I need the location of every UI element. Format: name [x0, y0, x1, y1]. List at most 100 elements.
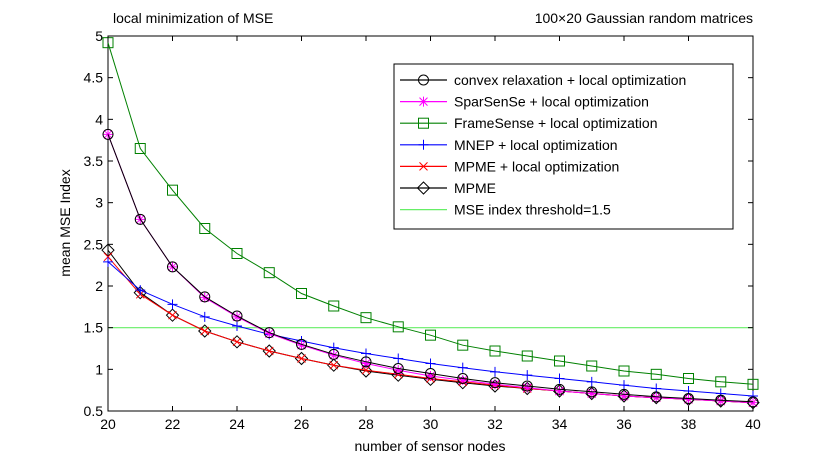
data-point: [232, 321, 242, 331]
data-point: [619, 380, 629, 391]
series-line: [107, 42, 754, 385]
data-point: [618, 365, 630, 377]
y-tick-label: 3: [95, 195, 103, 211]
legend-marker: [419, 162, 428, 171]
legend-label: MSE index threshold=1.5: [454, 202, 611, 218]
data-point: [392, 321, 404, 333]
axes-group: 20 22 24 26 28 30 32 34 36 38 40 0.5 1 1.5 2 2.5 3 3.5 4 4.…: [84, 28, 761, 432]
y-tick-label: 2.5: [84, 236, 104, 252]
data-point: [522, 382, 533, 393]
y-tick-label: 5: [95, 28, 103, 44]
y-tick-label: 3.5: [84, 153, 104, 169]
data-point: [457, 373, 469, 384]
data-point: [232, 337, 242, 347]
x-tick-label: 34: [552, 416, 568, 432]
legend: convex relaxation + local optimization Sp…: [393, 63, 734, 230]
data-point: [199, 291, 211, 303]
data-point: [489, 345, 501, 357]
data-point: [683, 394, 694, 405]
data-point: [521, 380, 533, 392]
legend-marker: [416, 181, 431, 195]
data-point: [586, 388, 597, 399]
data-point: [586, 386, 598, 398]
data-point: [199, 311, 210, 322]
data-point: [425, 358, 436, 369]
x-tick-label: 28: [358, 416, 374, 432]
data-point: [328, 348, 340, 360]
data-point: [683, 393, 694, 404]
x-tick-label: 22: [165, 416, 181, 432]
data-point: [135, 285, 146, 296]
data-point: [264, 346, 274, 356]
data-point: [360, 356, 372, 368]
data-point: [715, 376, 727, 388]
data-point: [619, 391, 629, 401]
legend-box: [393, 63, 734, 230]
data-point: [361, 365, 371, 375]
data-point: [327, 358, 341, 372]
data-point: [650, 391, 662, 403]
data-point: [393, 365, 404, 376]
data-point: [199, 223, 211, 234]
data-point: [167, 261, 178, 273]
chart-title-left: local minimization of MSE: [113, 10, 273, 26]
data-point: [328, 350, 339, 361]
data-point: [296, 288, 307, 299]
data-point: [264, 328, 275, 339]
data-point: [232, 311, 242, 322]
legend-marker: [418, 139, 429, 150]
data-point: [714, 394, 728, 408]
data-point: [586, 376, 597, 387]
data-point: [489, 377, 501, 389]
data-point: [554, 383, 565, 395]
data-point: [262, 344, 276, 358]
legend-entry: MNEP + local optimization: [400, 137, 618, 153]
data-point: [167, 299, 178, 310]
data-point: [360, 312, 372, 324]
y-tick-label: 1: [95, 361, 103, 377]
x-tick-label: 26: [294, 416, 310, 432]
data-point: [457, 362, 468, 373]
data-point: [457, 375, 468, 386]
x-tick-label: 24: [229, 416, 245, 432]
y-tick-label: 4: [95, 111, 103, 127]
data-point: [521, 350, 533, 362]
data-point: [102, 128, 114, 140]
series-3: [102, 37, 759, 390]
x-tick-label: 20: [100, 416, 116, 432]
x-tick-label: 30: [423, 416, 439, 432]
data-point: [297, 354, 306, 363]
data-point: [103, 256, 113, 267]
data-point: [329, 360, 339, 370]
data-point: [328, 300, 340, 312]
data-point: [425, 368, 436, 379]
data-point: [103, 252, 113, 262]
data-point: [649, 390, 663, 405]
legend-entry: FrameSense + local optimization: [400, 115, 658, 131]
data-point: [393, 353, 404, 364]
data-point: [425, 329, 436, 341]
data-point: [490, 379, 500, 390]
data-point: [651, 392, 662, 403]
legend-marker: [418, 96, 429, 107]
series-line: [107, 134, 754, 403]
y-tick-label: 4.5: [84, 70, 104, 86]
data-point: [231, 310, 243, 322]
data-point: [586, 360, 598, 372]
data-point: [554, 355, 565, 367]
x-tick-label: 40: [745, 416, 761, 432]
data-point: [715, 396, 726, 406]
legend-label: MPME: [454, 180, 496, 196]
data-point: [425, 371, 436, 381]
data-point: [522, 370, 533, 381]
data-point: [457, 339, 469, 351]
y-tick-label: 2: [95, 278, 103, 294]
data-point: [490, 366, 500, 377]
legend-label: FrameSense + local optimization: [454, 115, 658, 131]
data-point: [263, 327, 275, 339]
legend-entry: MSE index threshold=1.5: [400, 202, 611, 218]
y-tick-label: 1.5: [84, 320, 104, 336]
data-point: [618, 388, 630, 400]
data-point: [359, 364, 373, 378]
